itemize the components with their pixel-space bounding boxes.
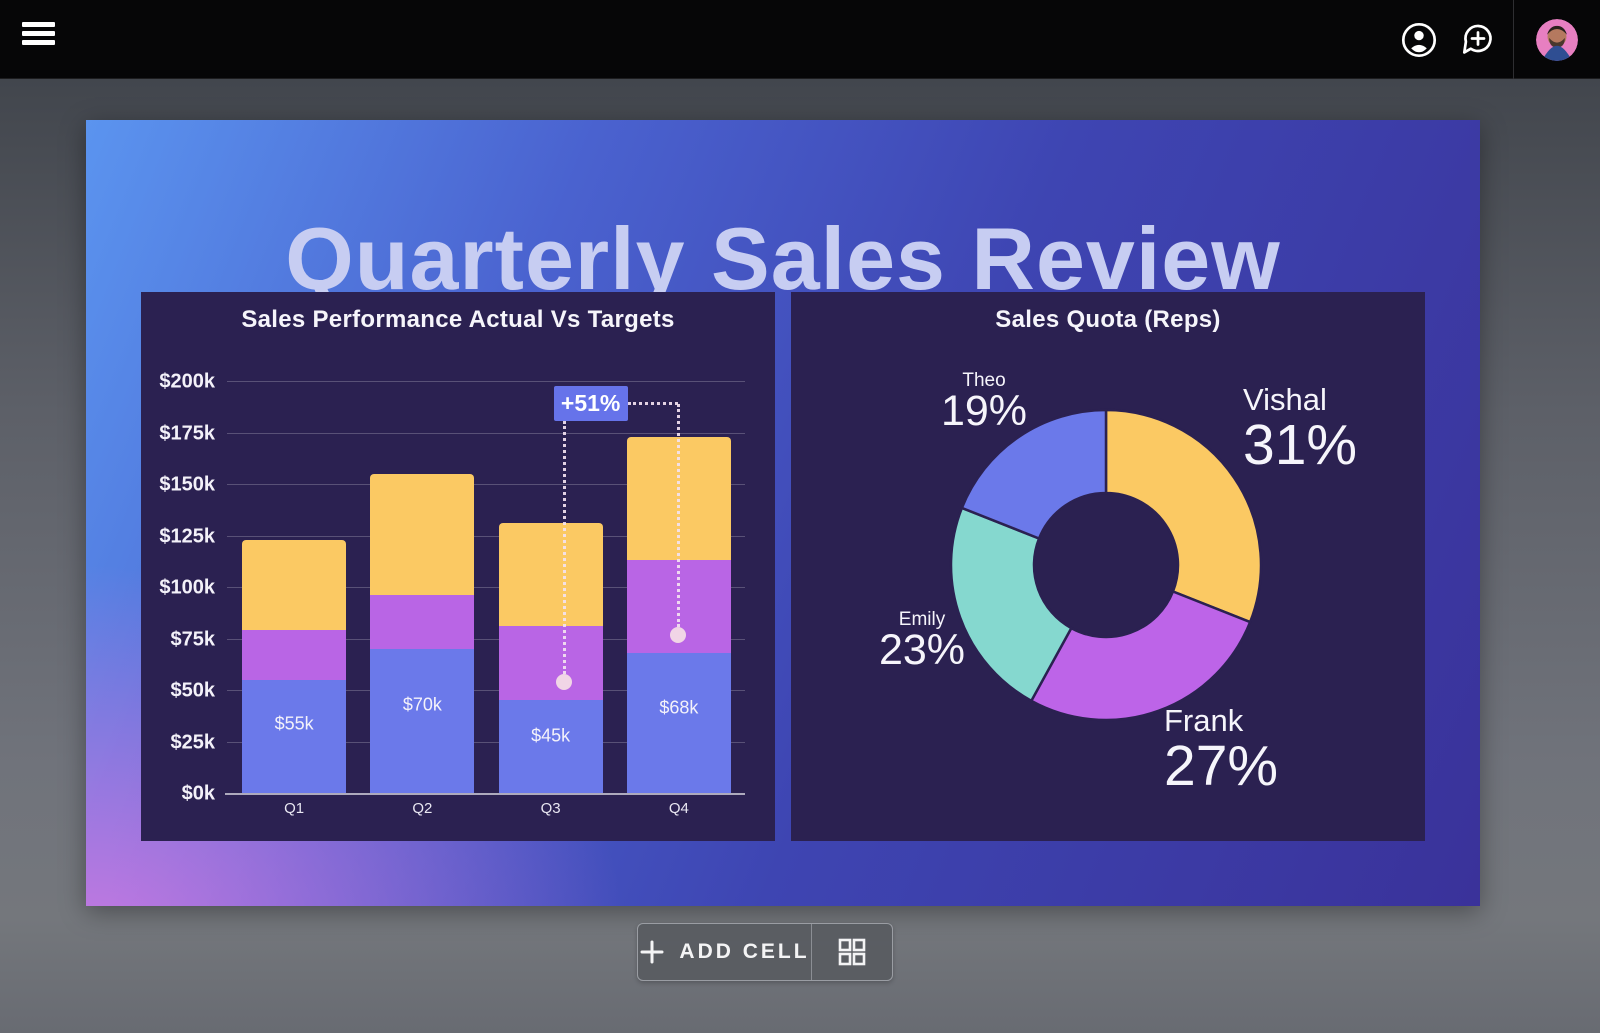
bar-value-label: $45k xyxy=(531,725,571,746)
gridline xyxy=(227,484,745,485)
top-bar xyxy=(0,0,1600,79)
slice-name: Vishal xyxy=(1243,382,1327,417)
y-tick-label: $100k xyxy=(159,576,215,599)
bar-segment xyxy=(242,679,347,793)
bar-value-label: $70k xyxy=(402,694,442,715)
bar-segment xyxy=(370,648,475,793)
donut-slice-emily xyxy=(949,506,1074,703)
add-cell-button[interactable]: ADD CELL xyxy=(638,924,811,980)
bar-segment xyxy=(498,523,603,627)
slide[interactable]: Quarterly Sales Review Sales Performance… xyxy=(86,120,1480,906)
annotation-dotted-line-horizontal xyxy=(627,402,678,405)
y-tick-label: $125k xyxy=(159,525,215,547)
y-tick-label: $0k xyxy=(181,782,215,805)
donut-label-frank: Frank 27% xyxy=(1164,705,1278,795)
bar-segment xyxy=(370,473,475,596)
x-axis-label: Q2 xyxy=(412,800,433,817)
growth-badge: +51% xyxy=(553,386,628,421)
slice-name: Emily xyxy=(898,609,946,630)
bar-chart-cell[interactable]: Sales Performance Actual Vs Targets $200… xyxy=(141,292,775,841)
donut-label-vishal: Vishal 31% xyxy=(1243,384,1357,474)
slice-percent: 31% xyxy=(1243,412,1358,477)
gridline xyxy=(227,432,745,434)
slice-percent: 27% xyxy=(1164,733,1279,798)
add-comment-icon[interactable] xyxy=(1455,18,1499,62)
bar-chart-title: Sales Performance Actual Vs Targets xyxy=(241,306,675,333)
y-tick-label: $150k xyxy=(159,473,215,496)
donut-slice-vishal xyxy=(1104,408,1263,624)
gridline xyxy=(227,690,745,691)
donut-slice-theo xyxy=(960,408,1108,541)
grid-layout-icon xyxy=(838,938,866,966)
bar-value-label: $68k xyxy=(659,697,699,718)
donut-label-emily: Emily 23% xyxy=(859,610,985,673)
donut-slice-frank xyxy=(1029,589,1252,722)
user-avatar-photo[interactable] xyxy=(1536,18,1578,61)
bar-segment xyxy=(498,700,603,793)
y-tick-label: $175k xyxy=(159,422,215,444)
annotation-dotted-line-left xyxy=(562,421,566,675)
top-bar-divider xyxy=(1513,0,1514,79)
bar-segment xyxy=(498,626,603,701)
donut-chart-cell[interactable]: Sales Quota (Reps) Theo 19% Vishal 31% E… xyxy=(791,292,1425,841)
grid-layout-button[interactable] xyxy=(812,924,892,980)
x-axis-label: Q1 xyxy=(284,800,305,817)
donut-chart-title: Sales Quota (Reps) xyxy=(995,306,1221,333)
hamburger-menu-icon[interactable] xyxy=(22,22,62,46)
editor-canvas: Quarterly Sales Review Sales Performance… xyxy=(0,79,1600,1033)
slice-name: Frank xyxy=(1164,703,1244,738)
slide-title[interactable]: Quarterly Sales Review xyxy=(285,209,1281,308)
annotation-dot-q4 xyxy=(669,626,686,643)
annotation-dotted-line-right xyxy=(676,404,680,627)
y-tick-label: $50k xyxy=(170,679,216,702)
slice-percent: 23% xyxy=(878,626,966,675)
bar-chart-plot: $200k $175k $150k $125k $100k $75k $50k $25k $0k… xyxy=(141,292,775,841)
x-axis-label: Q3 xyxy=(540,800,561,817)
y-tick-label: $200k xyxy=(159,370,215,393)
bar-value-label: $55k xyxy=(274,713,314,734)
add-cell-label: ADD CELL xyxy=(679,940,810,963)
y-tick-label: $25k xyxy=(170,731,216,753)
gridline xyxy=(227,587,745,588)
donut-label-theo: Theo 19% xyxy=(921,371,1047,434)
gridline xyxy=(227,535,745,537)
user-circle-icon[interactable] xyxy=(1397,18,1441,62)
x-axis-label: Q4 xyxy=(668,800,689,817)
top-bar-right-actions xyxy=(1397,0,1600,79)
slice-name: Theo xyxy=(962,370,1006,391)
add-cell-control: ADD CELL xyxy=(637,923,893,981)
gridline xyxy=(227,638,745,640)
bar-segment xyxy=(242,630,347,680)
annotation-dot-q3 xyxy=(555,674,572,691)
donut-chart xyxy=(949,408,1263,722)
gridline xyxy=(227,381,745,382)
plus-icon xyxy=(640,940,664,964)
bar-segment xyxy=(242,539,347,631)
add-cell-separator xyxy=(811,924,812,980)
slice-percent: 19% xyxy=(940,387,1028,436)
x-axis-line xyxy=(225,793,745,795)
bar-segment xyxy=(626,652,731,793)
bar-segment xyxy=(370,595,475,649)
y-tick-label: $75k xyxy=(170,628,216,650)
gridline xyxy=(227,741,745,743)
